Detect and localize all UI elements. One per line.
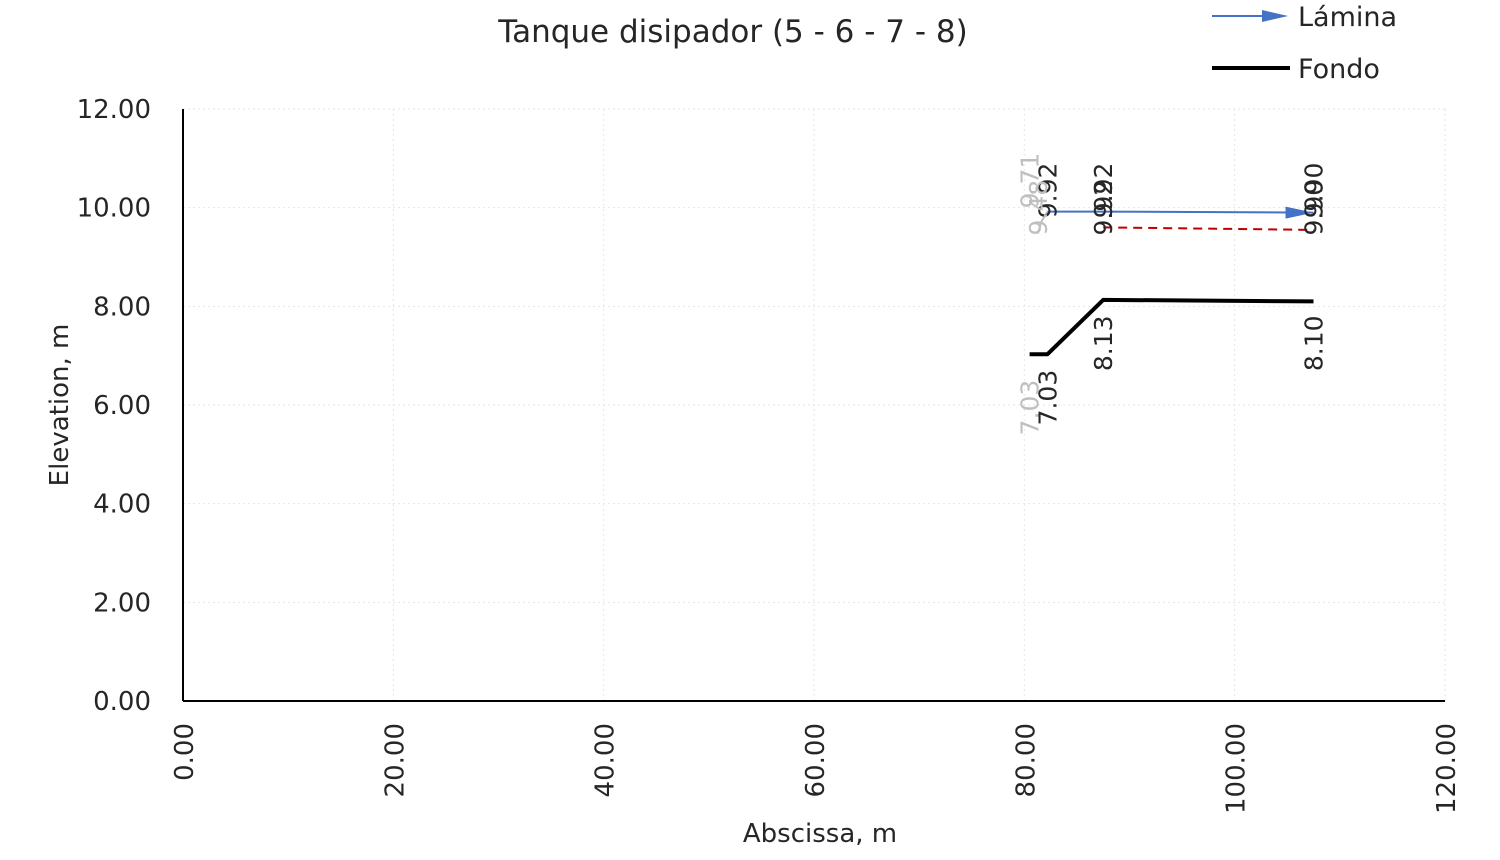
x-tick-label: 0.00 [170,723,200,781]
data-label: 9.48 [1024,180,1053,236]
y-tick-label: 12.00 [77,95,151,125]
y-tick-label: 8.00 [93,292,151,322]
data-label: 8.13 [1089,315,1118,371]
legend-label-lamina: Lámina [1298,2,1397,33]
x-axis-title: Abscissa, m [743,819,897,849]
grid [183,108,1446,701]
lamina-arrow-head [1285,206,1314,219]
data-labels: 9.929.489.71 9.929.92 9.909.907.037.038.13… [1016,153,1329,436]
y-axis-title: Elevation, m [45,324,75,487]
x-tick-label: 60.00 [801,723,831,797]
x-tick-label: 100.00 [1222,723,1252,814]
lamina-hook-line [1037,211,1049,234]
y-tick-label: 2.00 [93,588,151,618]
series [1029,206,1314,357]
x-ticks: 0.00 20.00 40.00 60.00 80.00 100.00 120.00 [170,723,1462,814]
x-tick-label: 40.00 [591,723,621,797]
data-label: 8.10 [1300,315,1329,371]
fondo-series-line [1029,297,1314,357]
x-tick-label: 80.00 [1011,723,1041,797]
data-label: 9.92 [1089,180,1118,236]
y-tick-label: 6.00 [93,391,151,421]
x-tick-label: 20.00 [380,723,410,797]
dashed-series-line [1103,226,1314,231]
x-tick-label: 120.00 [1432,723,1462,814]
chart-title: Tanque disipador (5 - 6 - 7 - 8) [497,14,967,50]
data-label: 9.71 [1016,153,1045,209]
axes [182,109,1445,702]
data-label: 9.90 [1300,163,1329,219]
legend: Lámina Fondo [1212,2,1397,85]
legend-item-fondo: Fondo [1212,54,1380,85]
y-tick-label: 0.00 [93,687,151,717]
data-label: 9.90 [1300,180,1329,236]
data-label: 7.03 [1034,370,1063,426]
arrow-icon [1262,10,1288,22]
data-label: 7.03 [1016,380,1045,436]
legend-label-fondo: Fondo [1298,54,1380,85]
legend-item-lamina: Lámina [1212,2,1397,33]
y-tick-label: 4.00 [93,490,151,520]
lamina-series-line [1047,210,1314,214]
data-label: 9.92 [1089,163,1118,219]
data-label: 9.92 [1034,163,1063,219]
y-ticks: 0.00 2.00 4.00 6.00 8.00 10.00 12.00 [77,95,151,717]
y-tick-label: 10.00 [77,194,151,224]
